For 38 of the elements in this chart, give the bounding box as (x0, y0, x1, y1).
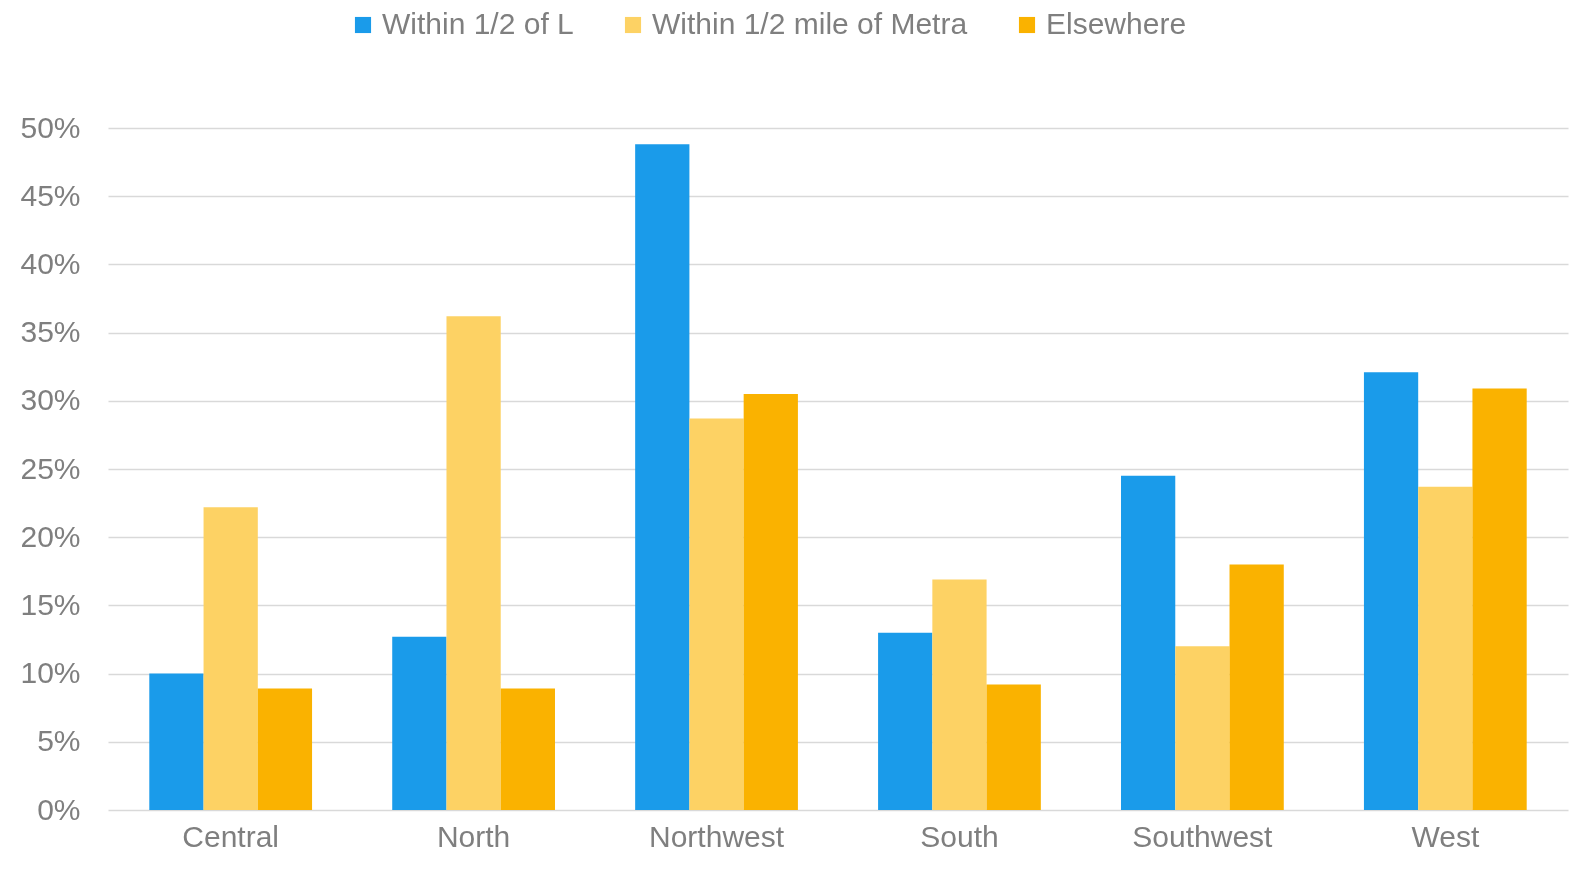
bar (1472, 388, 1527, 810)
y-tick-label: 45% (20, 178, 81, 212)
bar (932, 579, 987, 810)
bar (689, 418, 744, 810)
x-tick-label: West (1411, 819, 1480, 853)
legend-label: Within 1/2 mile of Metra (652, 7, 968, 40)
y-tick-label: 15% (20, 587, 81, 621)
legend-label: Within 1/2 of L (382, 7, 574, 40)
bar (1418, 486, 1473, 810)
x-tick-label: Northwest (649, 819, 785, 853)
bar (1229, 564, 1284, 810)
bar (1175, 646, 1230, 810)
bar (635, 144, 690, 810)
x-tick-label: South (920, 819, 999, 853)
bar (1363, 372, 1419, 810)
bar (203, 507, 258, 810)
x-tick-label: Central (182, 819, 280, 853)
y-tick-label: 35% (20, 315, 81, 349)
x-tick-label: Southwest (1132, 819, 1274, 853)
y-tick-label: 10% (20, 656, 81, 690)
y-tick-label: 20% (20, 519, 81, 553)
x-tick-label: North (436, 819, 511, 853)
y-tick-label: 40% (20, 246, 81, 280)
bar (743, 393, 798, 810)
y-tick-label: 25% (20, 451, 81, 485)
bar (149, 673, 204, 810)
bar (257, 688, 313, 810)
y-tick-label: 5% (37, 724, 81, 758)
y-tick-label: 50% (20, 110, 81, 144)
legend-label: Elsewhere (1046, 7, 1187, 40)
bar (986, 684, 1041, 810)
bar (500, 688, 555, 810)
bar (878, 632, 933, 810)
bar (446, 316, 501, 810)
bar (1121, 475, 1176, 810)
y-tick-label: 0% (37, 792, 81, 826)
y-tick-label: 30% (20, 383, 81, 417)
bar (392, 636, 447, 810)
